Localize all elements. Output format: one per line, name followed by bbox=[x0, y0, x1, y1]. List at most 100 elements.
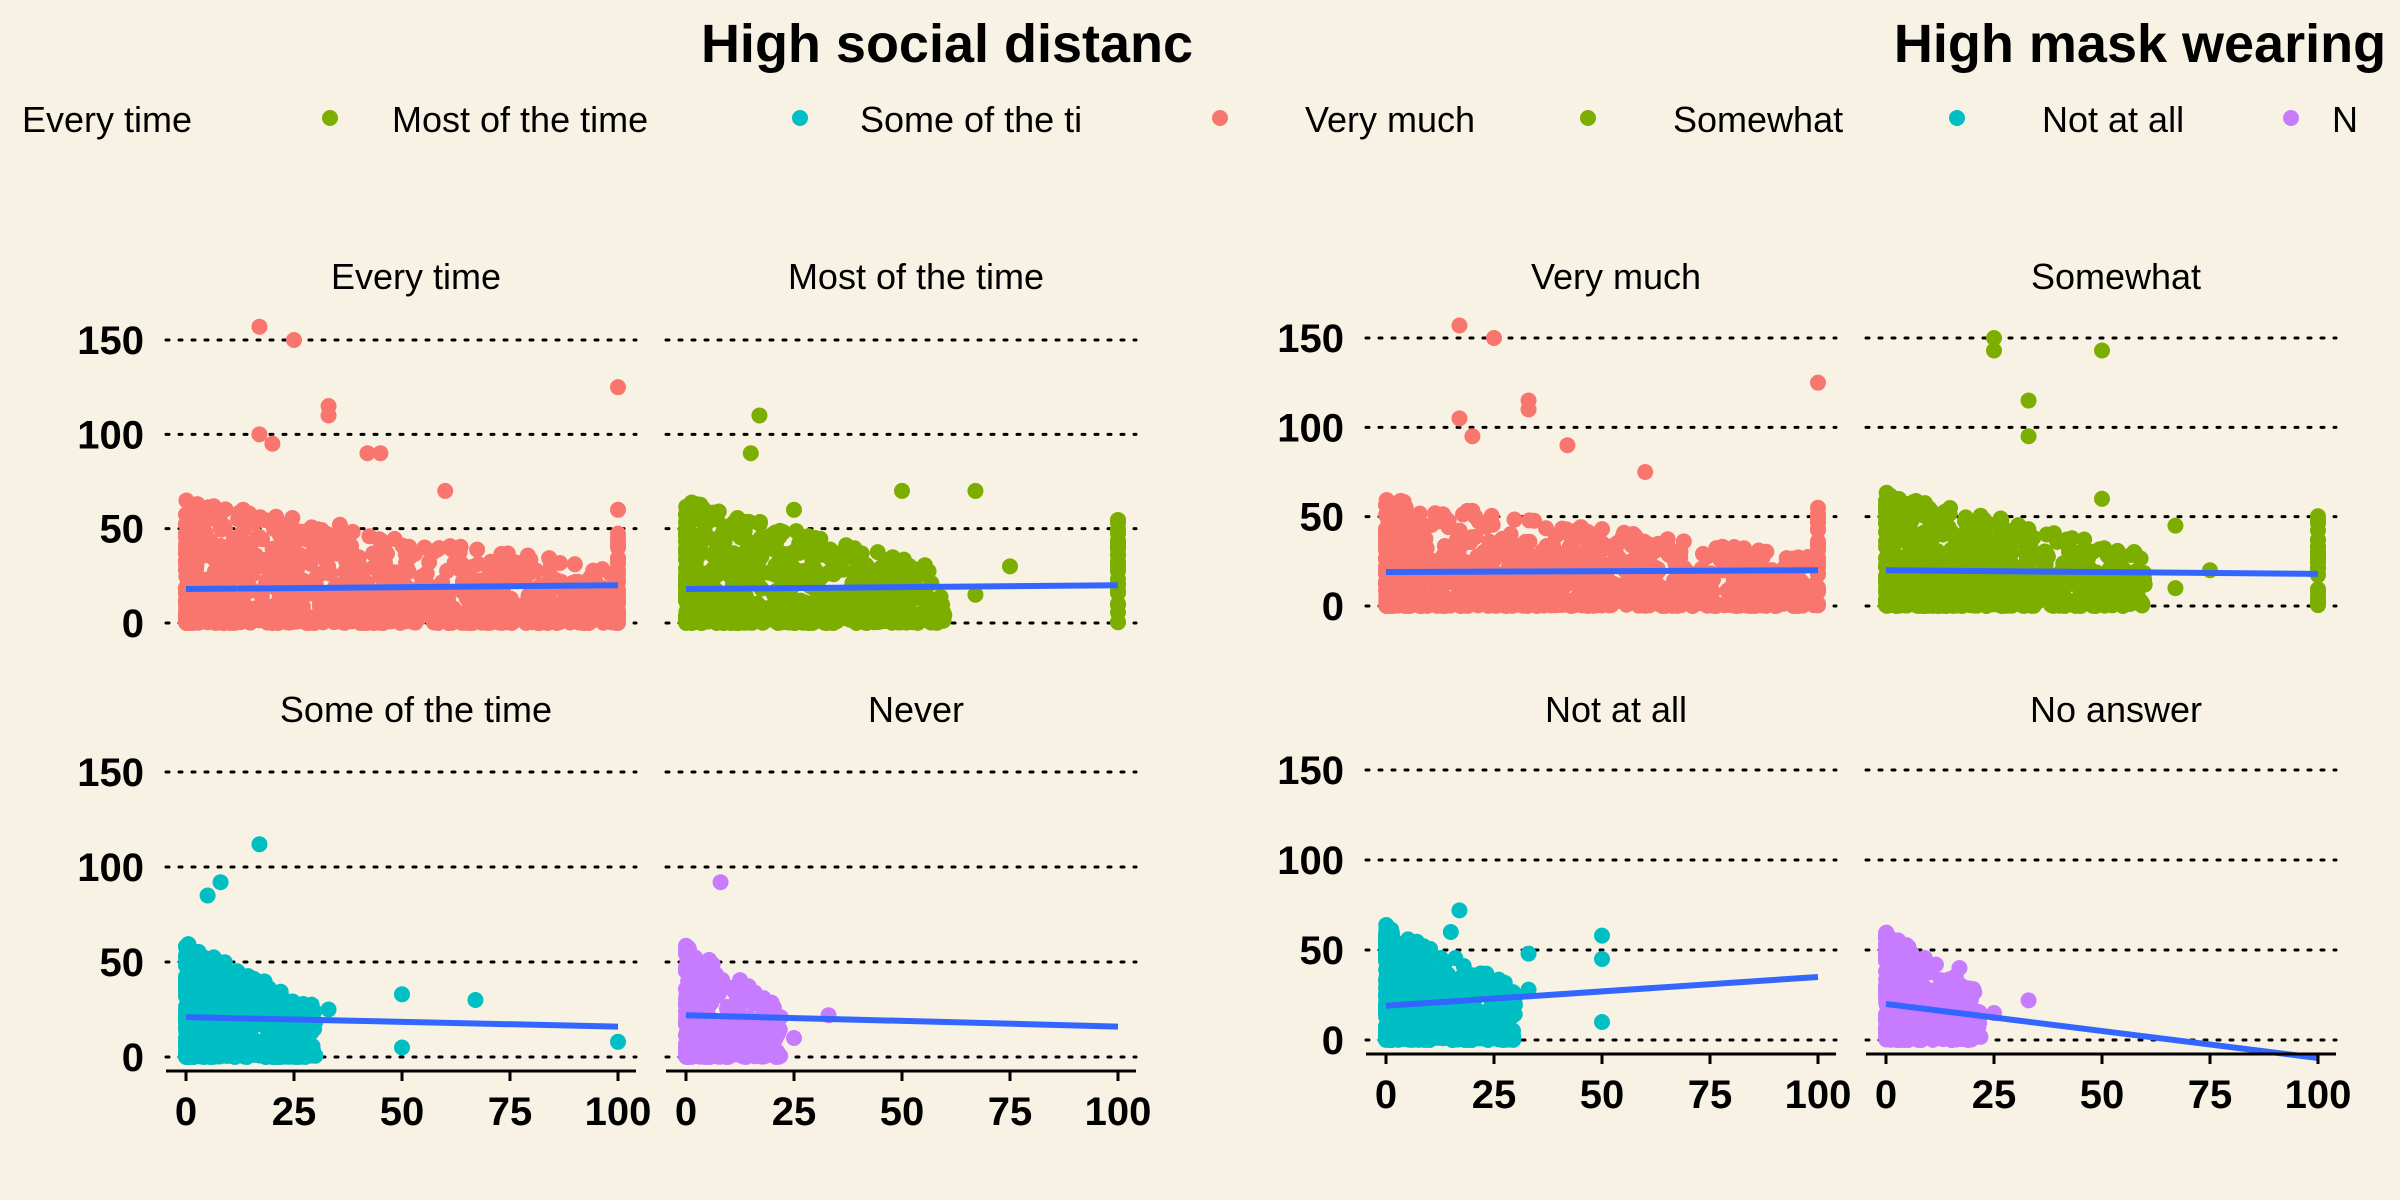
data-point bbox=[1569, 521, 1586, 538]
data-point bbox=[1704, 596, 1721, 613]
data-point bbox=[178, 555, 194, 572]
data-point bbox=[1448, 576, 1465, 593]
facet-label: Somewhat bbox=[2031, 256, 2201, 297]
data-point bbox=[1995, 522, 2012, 539]
point-group bbox=[178, 836, 626, 1065]
data-point bbox=[2310, 512, 2326, 529]
data-point bbox=[1607, 539, 1624, 556]
data-point bbox=[1451, 902, 1468, 919]
data-point bbox=[498, 605, 515, 622]
data-point bbox=[843, 586, 860, 603]
facet-panel: Somewhat bbox=[1864, 256, 2338, 614]
data-point bbox=[1810, 550, 1826, 567]
point-group bbox=[678, 874, 837, 1065]
data-point bbox=[394, 986, 410, 1003]
data-point bbox=[1810, 583, 1826, 600]
data-point bbox=[293, 1029, 310, 1046]
data-point bbox=[1496, 1026, 1513, 1043]
data-point bbox=[2063, 530, 2080, 547]
data-point bbox=[372, 445, 389, 462]
trend-line bbox=[185, 582, 619, 593]
y-tick-label: 50 bbox=[100, 941, 145, 985]
data-point bbox=[372, 532, 389, 549]
data-point bbox=[1378, 989, 1394, 1006]
facet-label: Not at all bbox=[1545, 689, 1687, 730]
x-tick-label: 100 bbox=[1785, 1073, 1852, 1117]
data-point bbox=[1878, 497, 1894, 514]
data-point bbox=[744, 601, 761, 618]
facet-label: Most of the time bbox=[788, 256, 1044, 297]
data-point bbox=[594, 561, 611, 578]
data-point bbox=[2167, 517, 2184, 534]
facet-panels: Every time 0 50 100 150 Most of the time Some … bbox=[77, 256, 2351, 1134]
data-point bbox=[1413, 980, 1430, 997]
data-point bbox=[1483, 577, 1500, 594]
data-point bbox=[207, 985, 224, 1002]
data-point bbox=[2020, 428, 2037, 445]
data-point bbox=[911, 589, 928, 606]
data-point bbox=[1967, 527, 1984, 544]
data-point bbox=[1110, 514, 1126, 531]
data-point bbox=[773, 594, 790, 611]
data-point bbox=[306, 1003, 323, 1020]
data-point bbox=[231, 504, 248, 521]
data-point bbox=[1993, 572, 2010, 589]
data-point bbox=[2109, 542, 2126, 559]
data-point bbox=[240, 1001, 257, 1018]
data-point bbox=[1810, 374, 1826, 391]
data-point bbox=[2310, 544, 2326, 561]
data-point bbox=[433, 611, 450, 628]
data-point bbox=[827, 608, 844, 625]
data-point bbox=[551, 555, 568, 572]
data-point bbox=[1878, 538, 1894, 555]
data-point bbox=[770, 1021, 787, 1038]
data-point bbox=[705, 560, 722, 577]
data-point bbox=[805, 614, 822, 631]
data-point bbox=[1110, 614, 1126, 631]
data-point bbox=[728, 562, 745, 579]
data-point bbox=[251, 836, 268, 853]
data-point bbox=[610, 1033, 626, 1050]
data-point bbox=[852, 559, 869, 576]
x-tick-label: 75 bbox=[988, 1090, 1033, 1134]
data-point bbox=[1899, 551, 1916, 568]
data-point bbox=[299, 529, 316, 546]
data-point bbox=[1490, 592, 1507, 609]
data-point bbox=[522, 551, 539, 568]
data-point bbox=[347, 548, 364, 565]
data-point bbox=[788, 563, 805, 580]
data-point bbox=[2020, 392, 2037, 409]
data-point bbox=[1685, 570, 1702, 587]
data-point bbox=[678, 612, 694, 629]
facet-label: Every time bbox=[331, 256, 501, 297]
data-point bbox=[446, 558, 463, 575]
data-point bbox=[575, 600, 592, 617]
data-point bbox=[1481, 533, 1498, 550]
data-point bbox=[1480, 1030, 1497, 1047]
y-tick-label: 0 bbox=[122, 602, 144, 646]
data-point bbox=[967, 482, 984, 499]
facet-label: Some of the time bbox=[280, 689, 552, 730]
data-point bbox=[320, 1001, 337, 1018]
data-point bbox=[787, 593, 804, 610]
y-tick-label: 50 bbox=[1300, 929, 1345, 973]
data-point bbox=[610, 379, 626, 396]
legend-key bbox=[1212, 110, 1228, 126]
data-point bbox=[1975, 542, 1992, 559]
data-point bbox=[2003, 545, 2020, 562]
data-point bbox=[1405, 1027, 1422, 1044]
data-point bbox=[1456, 1014, 1473, 1031]
data-point bbox=[1758, 543, 1775, 560]
data-point bbox=[240, 1030, 257, 1047]
point-group bbox=[1378, 902, 1610, 1048]
data-point bbox=[251, 426, 268, 443]
y-tick-label: 150 bbox=[77, 319, 144, 363]
data-point bbox=[178, 1045, 194, 1062]
y-tick-label: 150 bbox=[77, 751, 144, 795]
data-point bbox=[1451, 317, 1468, 334]
data-point bbox=[1878, 597, 1894, 614]
facet-label: Never bbox=[868, 689, 964, 730]
